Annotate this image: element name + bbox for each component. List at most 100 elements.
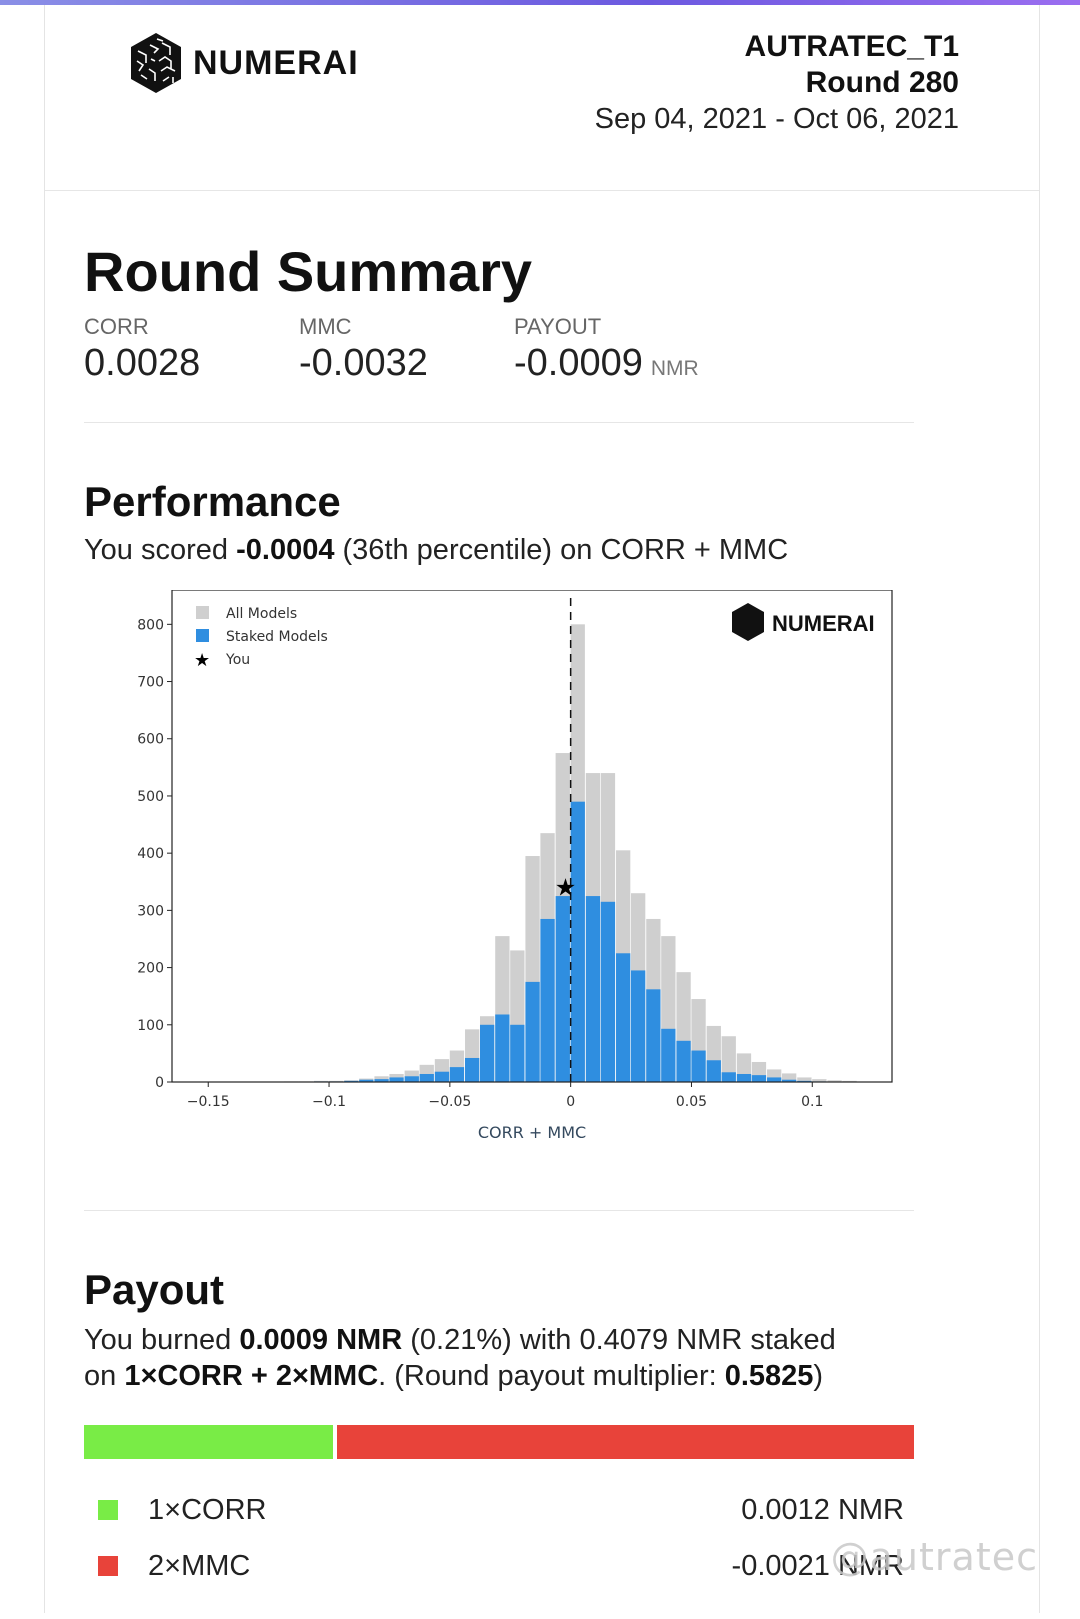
bar-all-models xyxy=(827,1080,842,1082)
chart-numerai-logo: NUMERAI xyxy=(732,603,875,641)
y-tick-label: 0 xyxy=(155,1075,164,1091)
bar-staked-models xyxy=(434,1071,450,1082)
payout-text: You burned 0.0009 NMR (0.21%) with 0.407… xyxy=(84,1322,914,1394)
perf-score: -0.0004 xyxy=(236,534,335,566)
x-tick-label: 0.05 xyxy=(676,1094,707,1110)
mmc-segment xyxy=(337,1425,914,1459)
histogram-svg: ★ 0 100 200 300 400 500 600 700 800 −0.15 −0.1 −0.05… xyxy=(137,589,893,1142)
x-axis-label: CORR + MMC xyxy=(478,1123,586,1142)
you-marker: ★ xyxy=(555,873,577,901)
numerai-logo[interactable]: NUMERAI xyxy=(129,31,359,95)
bar-staked-models xyxy=(616,953,631,1082)
bar-staked-models xyxy=(751,1075,767,1082)
numerai-wordmark: NUMERAI xyxy=(193,43,359,82)
round-dates: Sep 04, 2021 - Oct 06, 2021 xyxy=(594,103,959,135)
y-tick-label: 100 xyxy=(137,1018,164,1034)
bar-staked-models xyxy=(691,1050,706,1082)
y-tick-label: 500 xyxy=(137,789,164,805)
payout-value: -0.0009 xyxy=(514,342,643,384)
bar-all-models xyxy=(404,1070,419,1082)
bar-staked-models xyxy=(374,1079,389,1082)
bar-staked-models xyxy=(736,1073,752,1082)
legend-swatch xyxy=(196,629,209,642)
payout-row-corr: 1×CORR 0.0012 NMR xyxy=(84,1490,914,1530)
chart-logo-text: NUMERAI xyxy=(772,611,875,636)
model-name: AUTRATEC_T1 xyxy=(744,30,959,63)
y-tick-label: 400 xyxy=(137,846,164,862)
bar-staked-models xyxy=(767,1077,782,1082)
performance-title: Performance xyxy=(84,478,341,525)
bar-staked-models xyxy=(631,970,646,1082)
stat-mmc: MMC -0.0032 xyxy=(299,314,514,392)
top-accent-bar xyxy=(0,0,1080,5)
x-tick-label: −0.05 xyxy=(428,1094,471,1110)
payout-burned: 0.0009 NMR xyxy=(239,1324,403,1356)
summary-section: Round Summary CORR 0.0028 MMC -0.0032 PA… xyxy=(84,240,914,392)
stat-value: 0.0028 xyxy=(84,342,201,384)
numerai-cube-icon xyxy=(131,33,181,93)
divider xyxy=(84,422,914,423)
bar-all-models xyxy=(812,1079,827,1082)
payout-line2-post: ) xyxy=(813,1360,824,1392)
stat-label: CORR xyxy=(84,314,149,339)
row-label: 2×MMC xyxy=(148,1549,251,1582)
chart-logo-icon xyxy=(732,603,764,641)
bar-staked-models xyxy=(389,1077,404,1082)
stat-value: -0.0032 xyxy=(299,342,428,384)
stat-payout: PAYOUT -0.0009 NMR xyxy=(514,314,814,392)
stat-label: MMC xyxy=(299,314,352,339)
card-header: NUMERAI AUTRATEC_T1 Round 280 Sep 04, 20… xyxy=(45,5,1039,191)
payout-line2-pre: on xyxy=(84,1360,125,1392)
legend-label: Staked Models xyxy=(226,629,328,645)
bar-staked-models xyxy=(540,918,555,1082)
y-tick-label: 700 xyxy=(137,675,164,691)
bar-staked-models xyxy=(570,801,585,1082)
bar-staked-models xyxy=(479,1024,495,1082)
row-value: -0.0021 NMR xyxy=(731,1549,904,1582)
performance-section: Performance You scored -0.0004 (36th per… xyxy=(84,478,914,568)
payout-unit: NMR xyxy=(650,357,699,380)
legend-label: All Models xyxy=(226,606,297,622)
bar-staked-models xyxy=(359,1079,374,1082)
bar-staked-models xyxy=(661,1028,676,1082)
bar-all-models xyxy=(797,1077,812,1082)
bar-staked-models xyxy=(555,896,570,1082)
payout-section: Payout You burned 0.0009 NMR (0.21%) wit… xyxy=(84,1266,914,1394)
payout-line2-mid: . (Round payout multiplier: xyxy=(378,1360,725,1392)
bar-staked-models xyxy=(706,1060,721,1082)
bar-staked-models xyxy=(721,1072,736,1082)
bar-staked-models xyxy=(404,1076,419,1082)
bar-staked-models xyxy=(495,1014,510,1082)
legend-you-star: ★ xyxy=(194,650,210,671)
stat-label: PAYOUT xyxy=(514,314,602,339)
y-tick-label: 200 xyxy=(137,961,164,977)
perf-text-pre: You scored xyxy=(84,534,237,566)
mmc-swatch xyxy=(98,1556,118,1576)
bar-staked-models xyxy=(465,1057,480,1082)
corr-segment xyxy=(84,1425,333,1459)
stat-value: -0.0009 NMR xyxy=(514,340,814,392)
payout-title: Payout xyxy=(84,1266,225,1313)
round-info: AUTRATEC_T1 Round 280 Sep 04, 2021 - Oct… xyxy=(595,29,959,137)
row-label: 1×CORR xyxy=(148,1493,267,1526)
corr-swatch xyxy=(98,1500,118,1520)
page-title: Round Summary xyxy=(84,240,533,303)
legend-swatch xyxy=(196,606,209,619)
divider xyxy=(84,1210,914,1211)
bar-staked-models xyxy=(676,1040,691,1082)
x-tick-label: 0 xyxy=(566,1094,575,1110)
perf-text-post: (36th percentile) on CORR + MMC xyxy=(334,534,789,566)
payout-multiplier: 0.5825 xyxy=(724,1360,814,1392)
payout-row-mmc: 2×MMC -0.0021 NMR xyxy=(84,1546,914,1586)
round-summary-card: NUMERAI AUTRATEC_T1 Round 280 Sep 04, 20… xyxy=(44,5,1040,1613)
y-tick-label: 600 xyxy=(137,732,164,748)
payout-breakdown-bar xyxy=(84,1425,914,1459)
bar-staked-models xyxy=(600,901,616,1082)
payout-line1-pre: You burned xyxy=(84,1324,240,1356)
bar-staked-models xyxy=(525,981,540,1082)
stat-corr: CORR 0.0028 xyxy=(84,314,299,392)
bar-staked-models xyxy=(510,1024,525,1082)
histogram-chart: ★ 0 100 200 300 400 500 600 700 800 −0.15 −0.1 −0.05… xyxy=(120,589,920,1170)
x-tick-label: −0.1 xyxy=(312,1094,346,1110)
legend-label: You xyxy=(225,652,250,668)
